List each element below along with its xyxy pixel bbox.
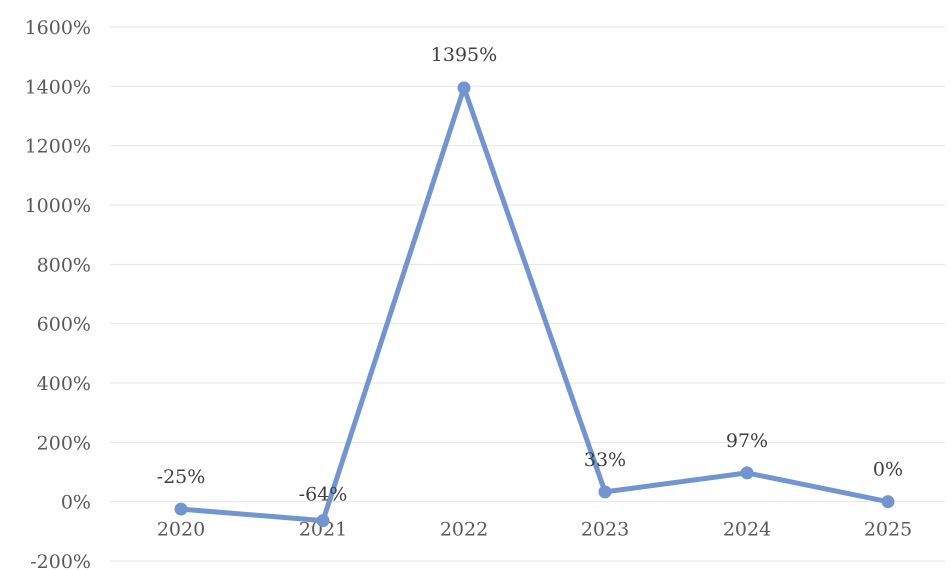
- y-tick-label: 400%: [37, 373, 91, 395]
- data-labels: -25% -64% 1395% 33% 97% 0%: [157, 44, 903, 506]
- series-layer: [174, 81, 895, 528]
- data-label: -64%: [299, 484, 348, 506]
- x-tick-label: 2021: [299, 519, 347, 541]
- y-tick-label: 0%: [61, 492, 91, 514]
- y-tick-label: -200%: [30, 551, 91, 570]
- y-tick-label: 1200%: [25, 136, 91, 158]
- data-label: 33%: [584, 449, 626, 471]
- data-label: -25%: [157, 466, 206, 488]
- x-tick-label: 2022: [440, 519, 488, 541]
- y-tick-label: 1600%: [25, 17, 91, 39]
- y-tick-label: 600%: [37, 314, 91, 336]
- x-tick-label: 2024: [723, 519, 771, 541]
- y-axis-ticks: 1600% 1400% 1200% 1000% 800% 600% 400% 200% 0% -2…: [25, 17, 91, 570]
- data-point: [740, 466, 754, 480]
- data-label: 97%: [726, 430, 768, 452]
- y-tick-label: 1400%: [25, 76, 91, 98]
- data-point: [881, 495, 895, 509]
- x-tick-label: 2020: [157, 519, 205, 541]
- x-tick-label: 2023: [581, 519, 629, 541]
- x-axis-ticks: 2020 2021 2022 2023 2024 2025: [157, 519, 912, 541]
- data-point: [598, 485, 612, 499]
- data-point: [174, 502, 188, 516]
- x-tick-label: 2025: [864, 519, 912, 541]
- y-tick-label: 1000%: [25, 195, 91, 217]
- gridlines: [110, 26, 945, 562]
- data-point: [316, 514, 330, 528]
- y-tick-label: 200%: [37, 432, 91, 454]
- series-line: [178, 85, 891, 524]
- data-point: [457, 81, 471, 95]
- y-tick-label: 800%: [37, 254, 91, 276]
- data-label: 1395%: [431, 44, 497, 66]
- data-label: 0%: [873, 459, 903, 481]
